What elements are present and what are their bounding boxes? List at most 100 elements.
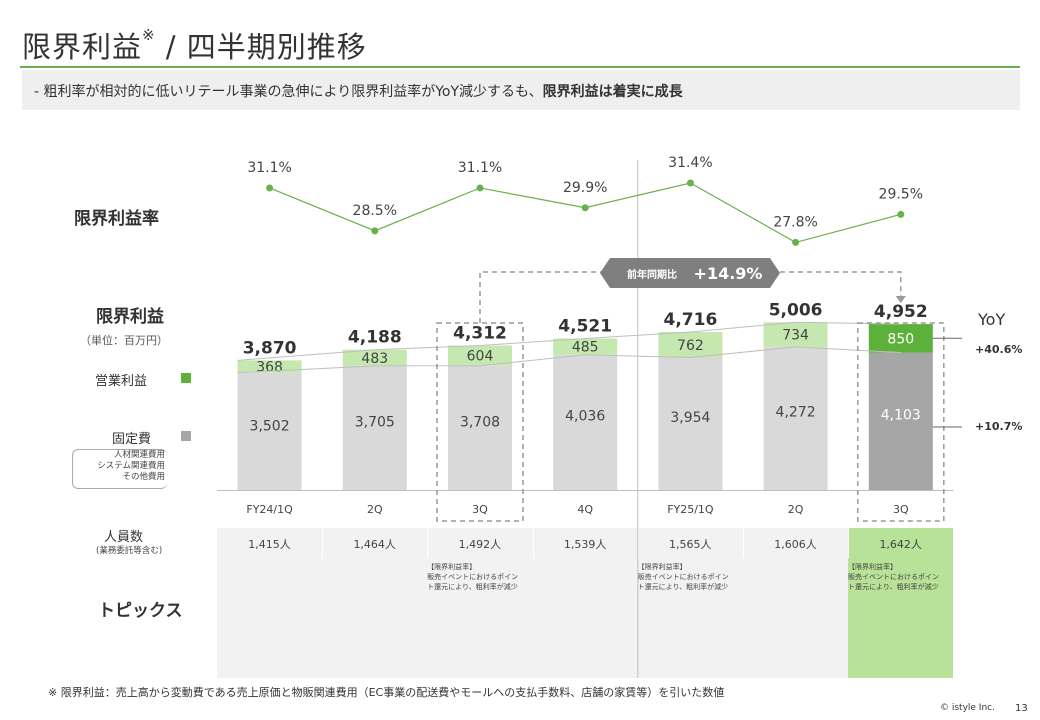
copyright: © istyle Inc.	[940, 703, 995, 713]
fixed-cost-bar	[868, 352, 933, 490]
margin-label: 限界利益	[96, 307, 164, 327]
footnote: ※ 限界利益：売上高から変動費である売上原価と物販関連費用（EC事業の配送費やモ…	[48, 686, 725, 699]
fixed-cost-bar	[342, 365, 407, 490]
operating-profit-bar	[763, 322, 828, 347]
operating-profit-bar	[448, 345, 512, 366]
total-value: 4,312	[453, 324, 507, 344]
fixed-cost-value: 3,705	[355, 415, 395, 431]
margin-chart: 31.1% 28.5% 31.1% 29.9% 31.4% 27.8% 29.5% 3,502…	[217, 155, 962, 678]
total-value: 4,188	[348, 328, 402, 348]
comparison-quarter-box	[436, 322, 524, 522]
category-label: 3Q	[472, 503, 488, 516]
fixed-cost-detail-brace: 人材関連費用 システム関連費用 その他費用	[72, 449, 167, 489]
operating-profit-value: 850	[887, 331, 914, 347]
yoy-fixed-cost: +10.7%	[975, 420, 1023, 433]
current-quarter-box	[857, 322, 945, 522]
margin-rate-label: 31.4%	[668, 155, 712, 171]
headcount-separator	[743, 528, 744, 558]
fixed-cost-detail-3: その他費用	[122, 472, 165, 482]
total-trend-line	[237, 321, 901, 361]
page-number: 13	[1015, 703, 1028, 714]
subtitle-bold: 限界利益は着実に成長	[542, 84, 683, 100]
yoy-arrow-head	[895, 296, 906, 303]
headcount-separator	[848, 528, 850, 558]
headcount-separator	[427, 528, 429, 558]
subtitle-plain: - 粗利率が相対的に低いリテール事業の急伸により限界利益率がYoY減少するも、	[34, 84, 543, 100]
operating-profit-value: 734	[782, 328, 809, 344]
category-label: 4Q	[577, 503, 593, 516]
topic-cell: 【限界利益率】 販売イベントにおけるポイント還元により、粗利率が減少	[848, 563, 939, 591]
total-value: 5,006	[769, 300, 823, 320]
subtitle-bar: - 粗利率が相対的に低いリテール事業の急伸により限界利益率がYoY減少するも、限…	[22, 70, 1020, 110]
operating-profit-value: 762	[677, 338, 704, 354]
title-main: 限界利益	[22, 30, 143, 64]
total-value: 4,521	[558, 317, 612, 337]
margin-rate-label: 27.8%	[773, 214, 817, 230]
headcount-separator	[322, 528, 324, 558]
headcount-note: (業務委託等含む)	[96, 546, 163, 556]
topic-cell: 【限界利益率】 販売イベントにおけるポイント還元により、粗利率が減少	[637, 563, 729, 591]
fixed-cost-bar	[448, 365, 512, 490]
yoy-badge-value: +14.9%	[694, 264, 763, 283]
subtitle-text: - 粗利率が相対的に低いリテール事業の急伸により限界利益率がYoY減少するも、限…	[34, 81, 683, 101]
operating-profit-bar	[868, 324, 933, 353]
yoy-header: YoY	[978, 310, 1006, 329]
operating-profit-value: 485	[572, 340, 599, 356]
fixed-cost-value: 4,272	[776, 404, 816, 420]
operating-profit-value: 368	[256, 360, 283, 376]
fixed-cost-value: 3,954	[670, 410, 710, 426]
headcount-cell: 1,606人	[774, 538, 817, 551]
category-label: 2Q	[788, 503, 804, 516]
total-value: 3,870	[243, 338, 297, 358]
fixed-cost-detail-1: 人材関連費用	[113, 450, 165, 460]
margin-rate-point	[581, 204, 589, 212]
fixed-cost-value: 3,708	[460, 415, 500, 431]
operating-profit-legend-label: 営業利益	[95, 374, 148, 389]
fixed-cost-trend-line	[237, 346, 901, 374]
margin-rate-label: 29.5%	[879, 186, 923, 202]
margin-rate-label: 31.1%	[458, 160, 502, 176]
total-value: 4,716	[664, 310, 718, 330]
topic-cell: 【限界利益率】 販売イベントにおけるポイント還元により、粗利率が減少	[427, 563, 519, 591]
headcount-label: 人員数	[104, 530, 144, 545]
title-footnote-mark: ※	[142, 26, 156, 44]
operating-profit-bar	[342, 349, 407, 366]
operating-profit-legend-swatch	[181, 373, 191, 383]
yoy-badge	[600, 258, 780, 288]
fixed-cost-bar	[658, 357, 723, 490]
fixed-cost-bar	[237, 372, 302, 490]
operating-profit-value: 483	[361, 351, 388, 367]
operating-profit-value: 604	[467, 349, 494, 365]
operating-profit-bar	[553, 338, 618, 355]
headcount-separator	[532, 528, 534, 558]
fixed-cost-detail-2: システム関連費用	[97, 461, 165, 471]
margin-rate-point	[476, 184, 484, 192]
fixed-cost-bar	[763, 346, 828, 490]
current-quarter-highlight	[848, 528, 953, 678]
headcount-cell: 1,565人	[669, 538, 712, 551]
headcount-cell: 1,415人	[248, 538, 291, 551]
category-label: 3Q	[893, 503, 909, 516]
title-divider	[20, 66, 1020, 68]
yoy-operating-profit: +40.6%	[975, 343, 1023, 356]
headcount-row	[217, 528, 953, 558]
headcount-cell: 1,642人	[879, 538, 922, 551]
headcount-cell: 1,492人	[458, 538, 502, 551]
topics-row	[217, 558, 953, 678]
topics-label: トピックス	[98, 601, 183, 621]
operating-profit-bar	[658, 332, 723, 358]
margin-rate-label: 限界利益率	[74, 209, 159, 229]
category-label: 2Q	[367, 503, 383, 516]
category-label: FY24/1Q	[246, 503, 293, 516]
fixed-cost-bar	[553, 354, 618, 490]
margin-rate-label: 29.9%	[563, 180, 607, 196]
fixed-cost-legend-label: 固定費	[112, 432, 152, 447]
margin-rate-point	[897, 210, 905, 218]
page-title: 限界利益※ / 四半期別推移	[22, 24, 367, 66]
margin-rate-label: 31.1%	[247, 160, 291, 176]
total-value: 4,952	[874, 302, 928, 322]
headcount-cell: 1,464人	[353, 538, 396, 551]
margin-rate-point	[792, 238, 800, 246]
margin-rate-point	[371, 227, 379, 235]
title-rest: / 四半期別推移	[155, 30, 367, 64]
